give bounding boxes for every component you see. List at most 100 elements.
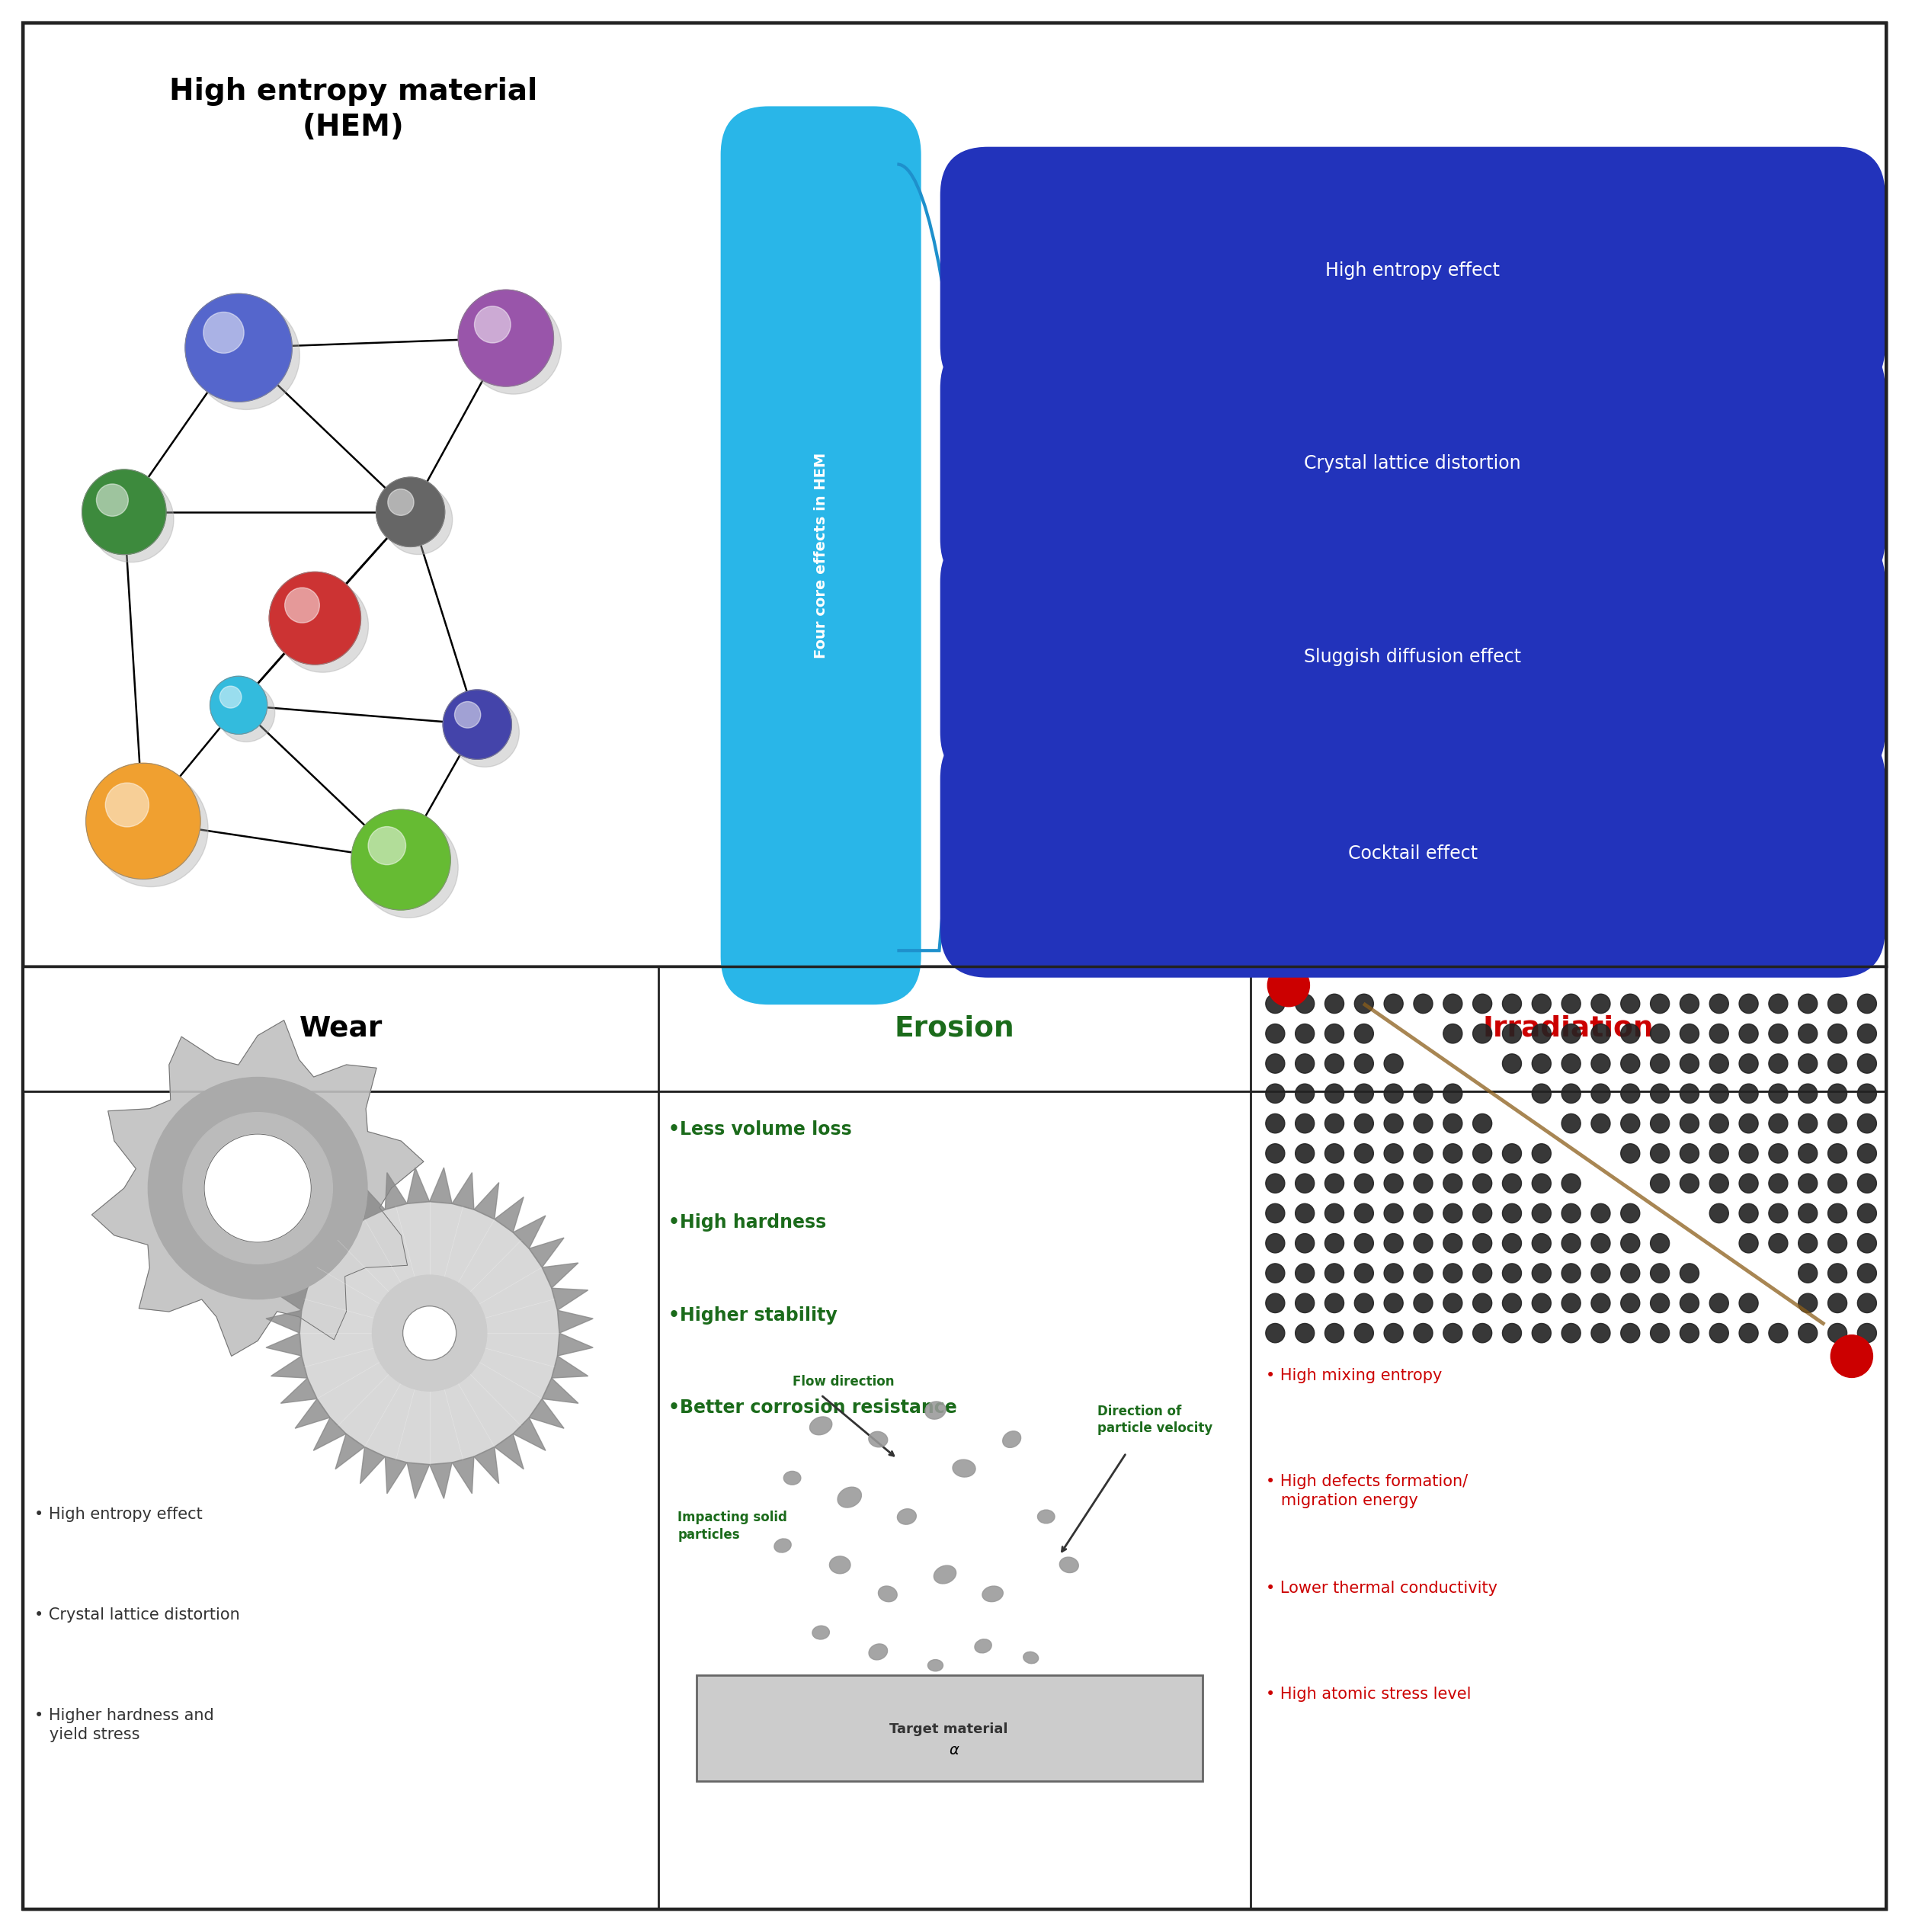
Polygon shape bbox=[271, 1356, 307, 1378]
Polygon shape bbox=[494, 1434, 523, 1468]
Circle shape bbox=[1649, 1175, 1668, 1194]
Circle shape bbox=[1798, 1294, 1817, 1314]
Text: High entropy effect: High entropy effect bbox=[1325, 261, 1500, 280]
Polygon shape bbox=[494, 1198, 523, 1233]
Text: • High entropy effect: • High entropy effect bbox=[34, 1507, 202, 1522]
Circle shape bbox=[1739, 1055, 1758, 1074]
Circle shape bbox=[1266, 1323, 1285, 1343]
Circle shape bbox=[1710, 1024, 1730, 1043]
Circle shape bbox=[1710, 1144, 1730, 1163]
Circle shape bbox=[1443, 1175, 1462, 1194]
Circle shape bbox=[204, 313, 244, 354]
Circle shape bbox=[1294, 1294, 1313, 1314]
Circle shape bbox=[1474, 1204, 1493, 1223]
Circle shape bbox=[1502, 1144, 1521, 1163]
Circle shape bbox=[1325, 1294, 1344, 1314]
Circle shape bbox=[1680, 1264, 1699, 1283]
Circle shape bbox=[105, 782, 149, 827]
Circle shape bbox=[1353, 1264, 1374, 1283]
Polygon shape bbox=[542, 1264, 578, 1289]
Circle shape bbox=[1857, 1294, 1877, 1314]
Circle shape bbox=[1768, 1144, 1787, 1163]
Text: Four core effects in HEM: Four core effects in HEM bbox=[813, 452, 829, 659]
Circle shape bbox=[466, 298, 561, 394]
Circle shape bbox=[1294, 1113, 1313, 1132]
Circle shape bbox=[1384, 1294, 1403, 1314]
Circle shape bbox=[1562, 1235, 1581, 1254]
Ellipse shape bbox=[934, 1565, 956, 1584]
Circle shape bbox=[1739, 1084, 1758, 1103]
Text: • Crystal lattice distortion: • Crystal lattice distortion bbox=[34, 1607, 241, 1623]
Ellipse shape bbox=[1023, 1652, 1038, 1663]
Circle shape bbox=[1533, 1144, 1552, 1163]
Text: Erosion: Erosion bbox=[895, 1014, 1014, 1043]
Circle shape bbox=[1680, 995, 1699, 1012]
Circle shape bbox=[1325, 1084, 1344, 1103]
Ellipse shape bbox=[928, 1660, 943, 1671]
Circle shape bbox=[1739, 1024, 1758, 1043]
Text: •High hardness: •High hardness bbox=[668, 1213, 827, 1231]
Ellipse shape bbox=[878, 1586, 897, 1602]
Circle shape bbox=[1562, 1024, 1581, 1043]
Circle shape bbox=[1325, 1024, 1344, 1043]
Polygon shape bbox=[529, 1399, 563, 1428]
Circle shape bbox=[90, 477, 174, 562]
Circle shape bbox=[1768, 1323, 1787, 1343]
FancyBboxPatch shape bbox=[697, 1675, 1203, 1781]
Polygon shape bbox=[386, 1173, 407, 1209]
Polygon shape bbox=[313, 1215, 346, 1248]
Ellipse shape bbox=[813, 1625, 829, 1640]
Circle shape bbox=[1768, 1084, 1787, 1103]
Circle shape bbox=[1502, 1264, 1521, 1283]
Text: Wear: Wear bbox=[300, 1014, 382, 1043]
Circle shape bbox=[1413, 1235, 1432, 1254]
Circle shape bbox=[1533, 1235, 1552, 1254]
FancyBboxPatch shape bbox=[939, 340, 1884, 587]
Circle shape bbox=[1710, 995, 1730, 1012]
Circle shape bbox=[1294, 1264, 1313, 1283]
Circle shape bbox=[1739, 1294, 1758, 1314]
Ellipse shape bbox=[953, 1459, 975, 1478]
Polygon shape bbox=[473, 1182, 498, 1219]
Circle shape bbox=[95, 483, 128, 516]
Circle shape bbox=[1562, 1113, 1581, 1132]
Circle shape bbox=[1590, 1113, 1611, 1132]
Circle shape bbox=[1443, 1294, 1462, 1314]
Circle shape bbox=[1562, 1055, 1581, 1074]
Circle shape bbox=[1266, 1055, 1285, 1074]
Circle shape bbox=[1266, 995, 1285, 1012]
Circle shape bbox=[1739, 1175, 1758, 1194]
Circle shape bbox=[1413, 1204, 1432, 1223]
Circle shape bbox=[1827, 1264, 1848, 1283]
Circle shape bbox=[1798, 1264, 1817, 1283]
Circle shape bbox=[1413, 1264, 1432, 1283]
Circle shape bbox=[1590, 1024, 1611, 1043]
Polygon shape bbox=[514, 1418, 546, 1451]
Circle shape bbox=[1827, 1144, 1848, 1163]
Circle shape bbox=[1710, 1084, 1730, 1103]
Circle shape bbox=[1827, 1024, 1848, 1043]
Circle shape bbox=[1739, 1204, 1758, 1223]
Circle shape bbox=[1798, 1204, 1817, 1223]
Circle shape bbox=[1266, 1264, 1285, 1283]
Circle shape bbox=[1533, 1055, 1552, 1074]
Ellipse shape bbox=[926, 1401, 945, 1420]
Ellipse shape bbox=[1002, 1432, 1021, 1447]
Polygon shape bbox=[552, 1289, 588, 1310]
Circle shape bbox=[451, 697, 519, 767]
Circle shape bbox=[359, 817, 458, 918]
Circle shape bbox=[1798, 1175, 1817, 1194]
FancyBboxPatch shape bbox=[23, 23, 1886, 1909]
Circle shape bbox=[1533, 1204, 1552, 1223]
Circle shape bbox=[473, 307, 512, 344]
Circle shape bbox=[1413, 1175, 1432, 1194]
Ellipse shape bbox=[1038, 1511, 1054, 1522]
Circle shape bbox=[1768, 1055, 1787, 1074]
Circle shape bbox=[1443, 1204, 1462, 1223]
Circle shape bbox=[1502, 995, 1521, 1012]
Ellipse shape bbox=[1059, 1557, 1079, 1573]
Circle shape bbox=[1474, 1175, 1493, 1194]
Text: Flow direction: Flow direction bbox=[792, 1374, 893, 1389]
Circle shape bbox=[1768, 1113, 1787, 1132]
FancyBboxPatch shape bbox=[23, 23, 1886, 966]
